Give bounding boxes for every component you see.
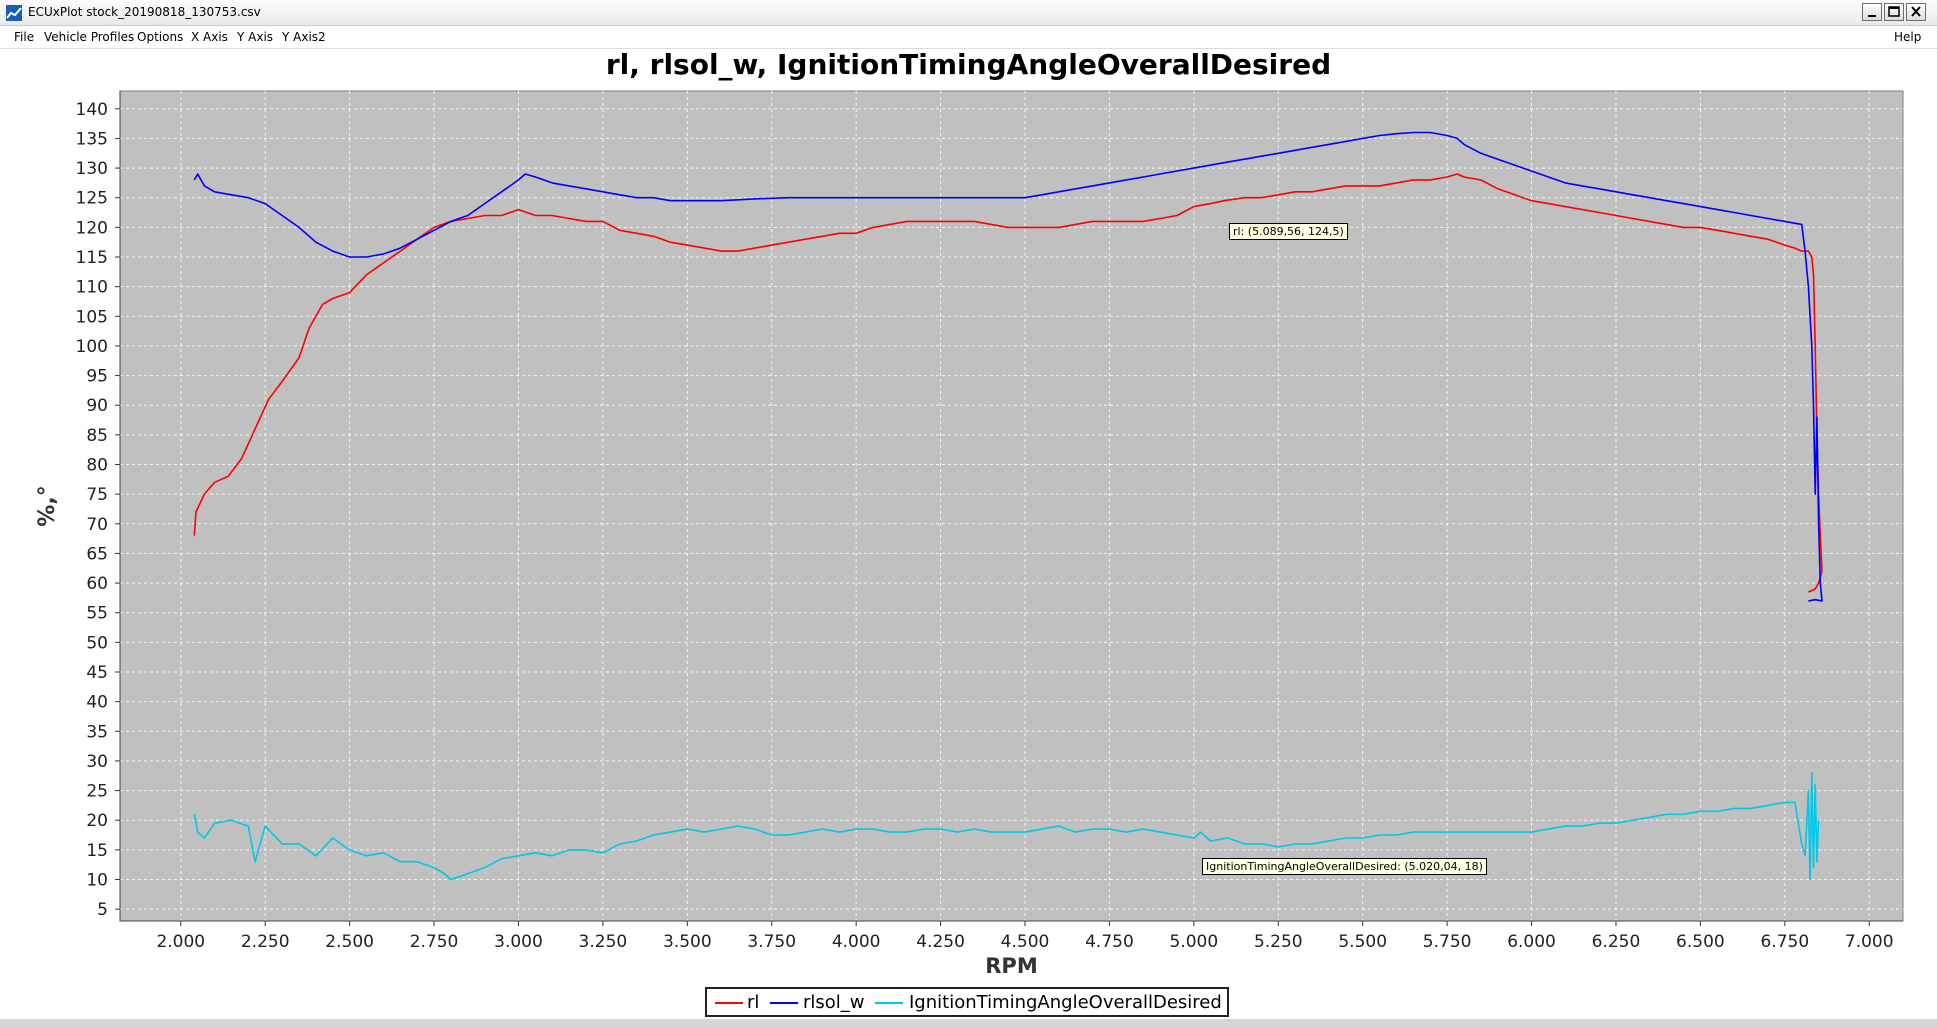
y-tick-label: 75 [86, 485, 108, 505]
x-tick-label: 2.000 [156, 932, 205, 952]
x-tick-label: 3.250 [579, 932, 628, 952]
menu-bar: File Vehicle Profiles Options X Axis Y A… [0, 26, 1937, 49]
x-tick-label: 3.000 [494, 932, 543, 952]
close-button[interactable] [1906, 3, 1926, 21]
y-tick-label: 10 [86, 871, 108, 891]
legend-swatch-rlsol-w [770, 1002, 798, 1004]
y-tick-label: 85 [86, 426, 108, 446]
legend-label-rlsol-w: rlsol_w [803, 992, 865, 1013]
y-tick-label: 80 [86, 456, 108, 476]
x-tick-label: 7.000 [1845, 932, 1894, 952]
x-tick-label: 4.750 [1085, 932, 1134, 952]
y-axis-label: %,° [35, 485, 60, 526]
app-icon [6, 5, 22, 21]
plot-background [119, 90, 1904, 922]
maximize-icon [1888, 6, 1900, 17]
legend-swatch-rl [715, 1002, 743, 1004]
maximize-button[interactable] [1884, 3, 1904, 21]
y-tick-label: 30 [86, 752, 108, 772]
y-tick-label: 95 [86, 367, 108, 387]
x-tick-label: 2.500 [325, 932, 374, 952]
menu-help[interactable]: Help [1894, 30, 1922, 44]
x-tick-label: 5.000 [1170, 932, 1219, 952]
menu-y-axis2[interactable]: Y Axis2 [282, 30, 326, 44]
y-tick-label: 135 [76, 129, 108, 149]
window-titlebar: ECUxPlot stock_20190818_130753.csv [0, 0, 1937, 26]
legend-label-ignition: IgnitionTimingAngleOverallDesired [909, 992, 1222, 1013]
series-line-ignition [193, 771, 1820, 881]
y-tick-label: 55 [86, 604, 108, 624]
x-tick-label: 6.750 [1760, 932, 1809, 952]
x-tick-label: 4.250 [916, 932, 965, 952]
x-tick-label: 4.500 [1001, 932, 1050, 952]
y-tick-label: 20 [86, 811, 108, 831]
y-tick-label: 115 [76, 248, 108, 268]
chart-title: rl, rlsol_w, IgnitionTimingAngleOverallD… [605, 48, 1332, 81]
x-tick-label: 6.000 [1507, 932, 1556, 952]
x-tick-label: 5.250 [1254, 932, 1303, 952]
series-line-rl [193, 173, 1823, 593]
minimize-button[interactable] [1862, 3, 1882, 21]
y-tick-label: 100 [76, 337, 108, 357]
y-tick-label: 40 [86, 693, 108, 713]
menu-x-axis[interactable]: X Axis [191, 30, 228, 44]
y-tick-label: 90 [86, 396, 108, 416]
menu-vehicle-profiles[interactable]: Vehicle Profiles [44, 30, 135, 44]
x-axis-label: RPM [985, 954, 1037, 978]
legend-swatch-ignition [875, 1002, 903, 1004]
close-icon [1911, 6, 1921, 17]
y-tick-label: 125 [76, 189, 108, 209]
window-bottom-border [0, 1019, 1937, 1027]
menu-file[interactable]: File [14, 30, 35, 44]
y-tick-label: 5 [97, 900, 108, 920]
y-tick-label: 110 [76, 278, 108, 298]
y-tick-label: 130 [76, 159, 108, 179]
x-tick-label: 2.750 [410, 932, 459, 952]
y-tick-label: 50 [86, 633, 108, 653]
x-tick-label: 3.500 [663, 932, 712, 952]
minimize-icon [1868, 15, 1876, 17]
legend-label-rl: rl [747, 992, 760, 1013]
y-tick-label: 60 [86, 574, 108, 594]
x-tick-label: 3.750 [747, 932, 796, 952]
y-tick-label: 35 [86, 722, 108, 742]
x-tick-label: 6.500 [1676, 932, 1725, 952]
y-tick-label: 25 [86, 782, 108, 802]
tooltip-ignition: IgnitionTimingAngleOverallDesired: (5.02… [1202, 858, 1487, 875]
legend: rl rlsol_w IgnitionTimingAngleOverallDes… [705, 987, 1229, 1017]
x-tick-label: 5.500 [1338, 932, 1387, 952]
menu-options[interactable]: Options [137, 30, 184, 44]
series-line-rlsol-w [193, 131, 1823, 602]
x-tick-label: 5.750 [1423, 932, 1472, 952]
menu-y-axis[interactable]: Y Axis [237, 30, 274, 44]
y-tick-label: 140 [76, 100, 108, 120]
y-tick-label: 65 [86, 544, 108, 564]
y-tick-label: 120 [76, 218, 108, 238]
x-tick-label: 6.250 [1592, 932, 1641, 952]
window-title: ECUxPlot stock_20190818_130753.csv [28, 5, 261, 19]
y-tick-label: 45 [86, 663, 108, 683]
x-tick-label: 4.000 [832, 932, 881, 952]
x-tick-label: 2.250 [241, 932, 290, 952]
tooltip-rl: rl: (5.089,56, 124,5) [1229, 223, 1348, 240]
y-tick-label: 105 [76, 307, 108, 327]
y-tick-label: 70 [86, 515, 108, 535]
y-tick-label: 15 [86, 841, 108, 861]
